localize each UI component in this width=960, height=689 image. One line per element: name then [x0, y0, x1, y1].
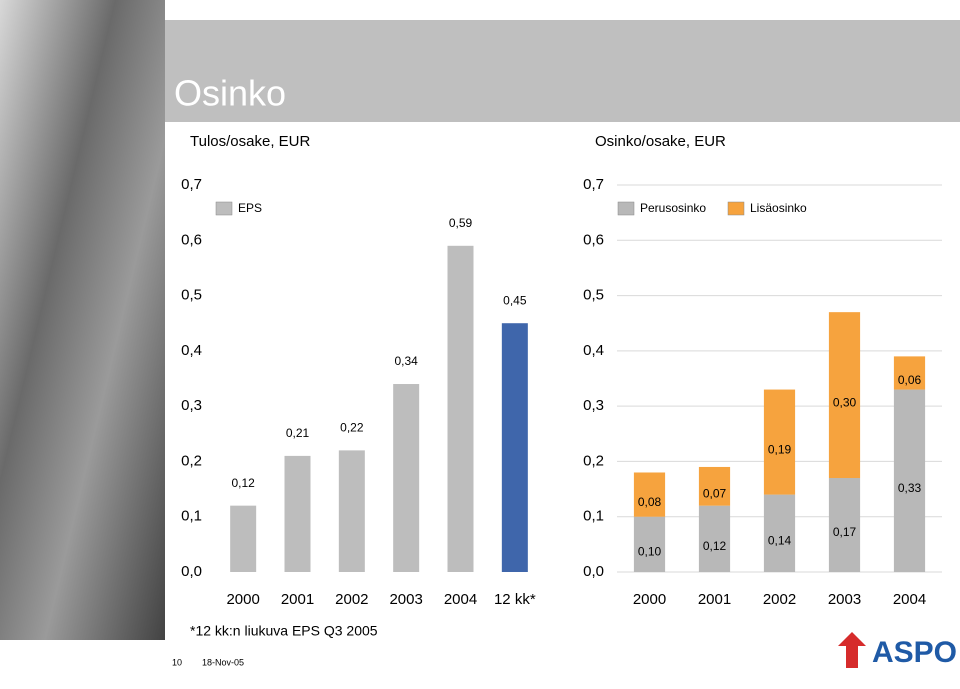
bar-segment: [633, 516, 666, 572]
bar-segment: [698, 466, 731, 506]
value-label: 0,21: [286, 426, 310, 440]
y-tick-label: 0,7: [583, 176, 604, 193]
legend-swatch: [727, 201, 745, 216]
footer-strip: [0, 640, 165, 689]
legend-swatch: [617, 201, 635, 216]
y-tick-label: 0,4: [583, 342, 604, 359]
value-label: 0,45: [503, 293, 527, 307]
x-tick-label: 2003: [389, 591, 422, 608]
date: 18-Nov-05: [202, 657, 244, 667]
y-tick-label: 0,3: [583, 397, 604, 414]
bar-segment: [828, 312, 861, 479]
value-label: 0,08: [638, 495, 662, 509]
bar-segment: [828, 478, 861, 572]
x-tick-label: 12 kk*: [494, 591, 536, 608]
y-tick-label: 0,7: [181, 176, 202, 193]
x-tick-label: 2004: [893, 591, 926, 608]
legend-swatch: [215, 201, 233, 216]
y-tick-label: 0,1: [583, 508, 604, 525]
bar: [338, 450, 365, 572]
chart-title: Osinko/osake, EUR: [595, 133, 726, 150]
x-tick-label: 2002: [763, 591, 796, 608]
value-label: 0,17: [833, 525, 857, 539]
value-label: 0,59: [449, 216, 473, 230]
bar: [501, 323, 528, 572]
chart-title: Tulos/osake, EUR: [190, 133, 310, 150]
x-tick-label: 2004: [444, 591, 477, 608]
value-label: 0,07: [703, 486, 727, 500]
page-number: 10: [172, 657, 182, 667]
bar: [393, 384, 420, 572]
y-tick-label: 0,2: [181, 452, 202, 469]
bar: [284, 455, 311, 572]
y-tick-label: 0,6: [181, 231, 202, 248]
slide-title: Osinko: [174, 73, 286, 114]
bar-segment: [698, 505, 731, 572]
y-tick-label: 0,5: [583, 287, 604, 304]
logo-text: ASPO: [872, 636, 957, 669]
x-tick-label: 2001: [698, 591, 731, 608]
value-label: 0,10: [638, 545, 662, 559]
title-bar: [165, 20, 960, 122]
side-photo: [0, 0, 165, 689]
value-label: 0,14: [768, 533, 792, 547]
legend-label: EPS: [238, 201, 262, 215]
logo-icon: [838, 632, 866, 668]
value-label: 0,06: [898, 373, 922, 387]
y-tick-label: 0,0: [181, 563, 202, 580]
x-tick-label: 2002: [335, 591, 368, 608]
y-tick-label: 0,1: [181, 508, 202, 525]
x-tick-label: 2000: [633, 591, 666, 608]
legend-label: Lisäosinko: [750, 201, 807, 215]
y-tick-label: 0,3: [181, 397, 202, 414]
value-label: 0,30: [833, 395, 857, 409]
bar-segment: [763, 494, 796, 572]
value-label: 0,22: [340, 421, 364, 435]
bar-segment: [893, 389, 926, 572]
x-tick-label: 2001: [281, 591, 314, 608]
bar: [447, 245, 474, 573]
x-tick-label: 2000: [226, 591, 259, 608]
value-label: 0,34: [394, 354, 418, 368]
value-label: 0,19: [768, 442, 792, 456]
y-tick-label: 0,6: [583, 231, 604, 248]
y-tick-label: 0,4: [181, 342, 202, 359]
bar: [230, 505, 257, 572]
bar-segment: [763, 389, 796, 495]
bar-segment: [893, 356, 926, 390]
y-tick-label: 0,0: [583, 563, 604, 580]
y-tick-label: 0,2: [583, 452, 604, 469]
value-label: 0,12: [703, 539, 727, 553]
legend-label: Perusosinko: [640, 201, 706, 215]
footnote: *12 kk:n liukuva EPS Q3 2005: [190, 623, 378, 639]
value-label: 0,33: [898, 481, 922, 495]
logo: ASPO: [838, 632, 957, 669]
bar-segment: [633, 472, 666, 517]
x-tick-label: 2003: [828, 591, 861, 608]
y-tick-label: 0,5: [181, 287, 202, 304]
value-label: 0,12: [231, 476, 255, 490]
